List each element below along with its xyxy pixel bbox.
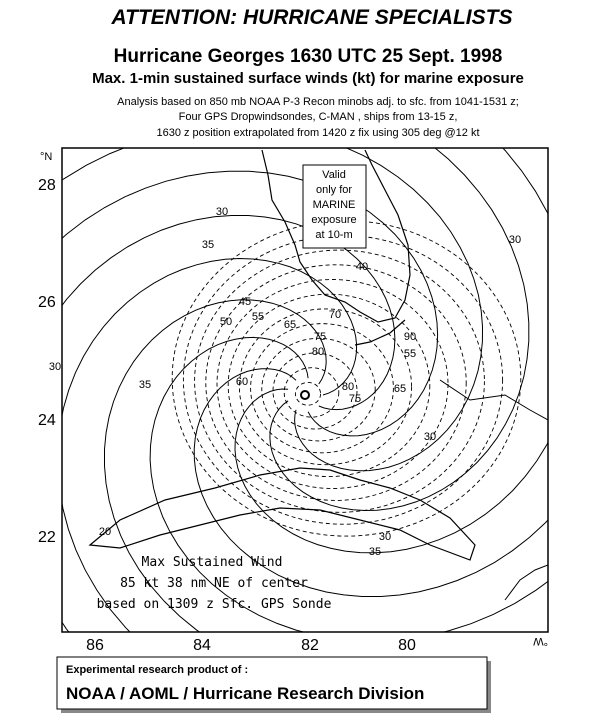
contour-label: 55 (252, 311, 264, 323)
lon-label: 86 (86, 637, 104, 654)
contour-label: 60 (236, 376, 248, 388)
contour-label: 75 (349, 393, 361, 405)
contour-label: 75 (314, 331, 326, 343)
contour-label: 30 (49, 361, 61, 373)
contour-label: 50 (220, 316, 232, 328)
lat-label: 26 (38, 294, 56, 311)
contour-label: 45 (239, 296, 251, 308)
max-wind: based on 1309 z Sfc. GPS Sonde (97, 597, 332, 612)
lon-label: 80 (398, 637, 416, 654)
footer-line: Experimental research product of : (66, 664, 248, 676)
contour-label: 80 (342, 381, 354, 393)
lat-label: 22 (38, 529, 56, 546)
valid-note: exposure (311, 214, 356, 226)
contour-label: 35 (139, 379, 151, 391)
max-wind: Max Sustained Wind (142, 555, 283, 570)
valid-note: Valid (322, 169, 346, 181)
contours (0, 50, 596, 715)
streamline (105, 300, 596, 687)
note: 1630 z position extrapolated from 1420 z… (156, 127, 479, 139)
contour-label: 70 (329, 309, 341, 321)
footer-line: NOAA / AOML / Hurricane Research Divisio… (66, 684, 424, 703)
note: Four GPS Dropwindsondes, C-MAN , ships f… (179, 111, 458, 123)
contour-label: 20 (99, 526, 111, 538)
lon-label: 82 (301, 637, 319, 654)
contour-label: 35 (369, 546, 381, 558)
valid-note: at 10-m (315, 229, 352, 241)
contour-label: 55 (404, 348, 416, 360)
contour-label: 90 (404, 331, 416, 343)
lat-label: 24 (38, 412, 56, 429)
title: Hurricane Georges 1630 UTC 25 Sept. 1998 (114, 46, 503, 67)
contour-label: 35 (202, 239, 214, 251)
subtitle: Max. 1-min sustained surface winds (kt) … (92, 70, 524, 87)
max-wind: 85 kt 38 nm NE of center (120, 576, 308, 591)
contour-label: 65 (394, 383, 406, 395)
contour-label: 30 (424, 431, 436, 443)
streamline (100, 81, 529, 511)
contour-label: 40 (356, 261, 368, 273)
contour-label: 30 (509, 234, 521, 246)
header: ATTENTION: HURRICANE SPECIALISTS (111, 6, 513, 29)
contour-label: 65 (284, 319, 296, 331)
contour-label: 30 (216, 206, 228, 218)
storm-center (301, 391, 309, 399)
contour-label: 80 (312, 346, 324, 358)
note: Analysis based on 850 mb NOAA P-3 Recon … (117, 96, 519, 108)
north-label: °N (40, 151, 52, 163)
valid-note: MARINE (313, 199, 356, 211)
contour-label: 30 (379, 531, 391, 543)
lon-label: 84 (193, 637, 211, 654)
west-label: °W (533, 635, 548, 647)
valid-note: only for (316, 184, 352, 196)
streamline (0, 171, 438, 537)
lat-label: 28 (38, 177, 56, 194)
